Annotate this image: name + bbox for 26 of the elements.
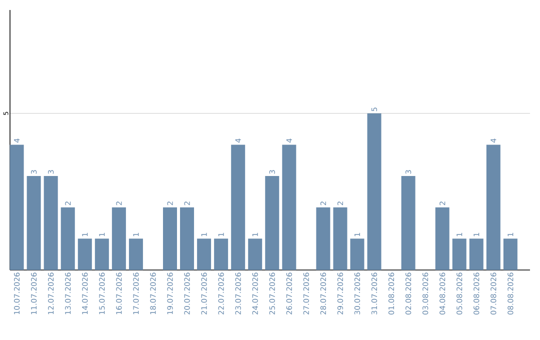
bar: [78, 238, 92, 270]
bar: [60, 207, 75, 270]
bar: [214, 238, 228, 270]
bar: [367, 113, 382, 270]
bar: [10, 144, 24, 270]
bar: [265, 176, 280, 270]
bar: [452, 238, 466, 270]
bar: [503, 238, 518, 270]
bar: [486, 144, 500, 270]
bar: [112, 207, 126, 270]
bar: [350, 238, 364, 270]
bar: [469, 238, 484, 270]
bar: [128, 238, 143, 270]
bar: [180, 207, 194, 270]
bar: [333, 207, 348, 270]
bar: [197, 238, 212, 270]
bar: [26, 176, 41, 270]
bar: [231, 144, 246, 270]
bar: [94, 238, 109, 270]
bar: [401, 176, 416, 270]
bar: [248, 238, 262, 270]
bar: [163, 207, 178, 270]
bar: [435, 207, 450, 270]
bar: [316, 207, 330, 270]
bar: [282, 144, 296, 270]
bar: [44, 176, 58, 270]
